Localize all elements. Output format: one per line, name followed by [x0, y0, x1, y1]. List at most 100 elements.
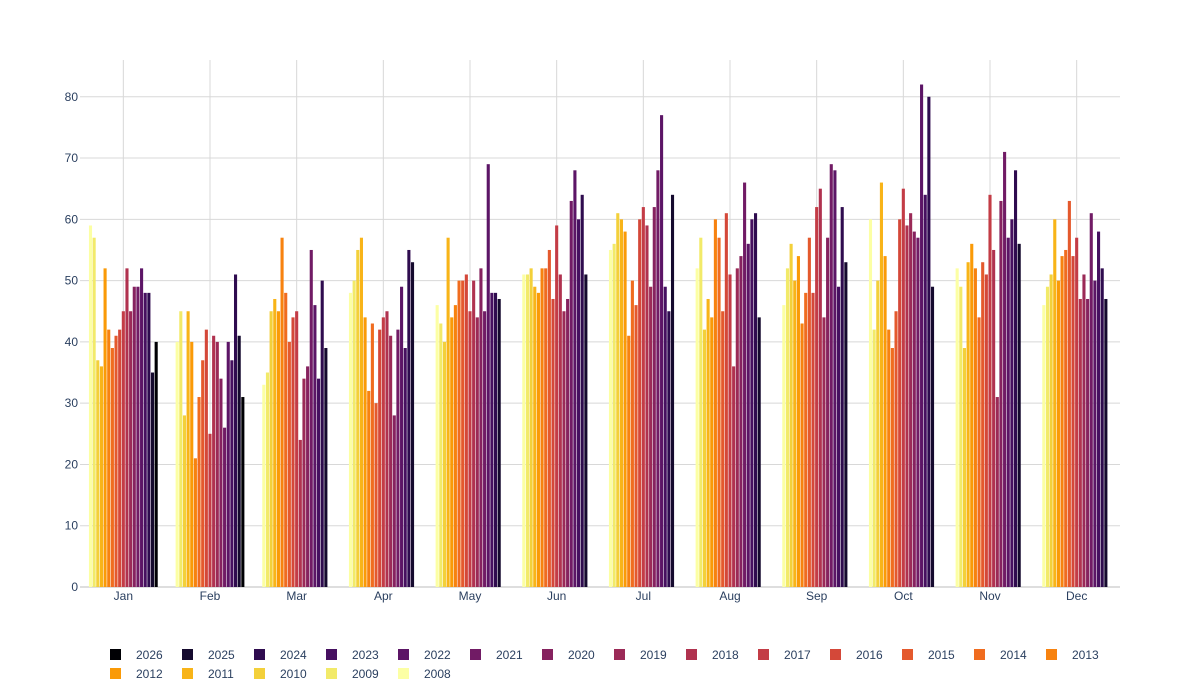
bar-2015-oct [894, 311, 898, 587]
y-tick-label: 10 [65, 519, 79, 533]
bar-2021-oct [916, 237, 920, 588]
bar-2021-may [483, 311, 487, 587]
legend-swatch [542, 649, 553, 660]
x-tick-label: Mar [286, 589, 307, 603]
bar-2019-nov [995, 397, 999, 587]
bar-2019-apr [389, 335, 393, 587]
bar-2016-mar [291, 317, 295, 587]
bar-2024-oct [927, 96, 931, 587]
bar-2015-nov [981, 262, 985, 587]
bar-2010-feb [182, 415, 187, 587]
bar-2022-sep [833, 170, 837, 588]
bar-2010-jun [529, 268, 533, 587]
bar-2010-apr [356, 249, 360, 587]
bar-2021-sep [829, 164, 833, 587]
legend-swatch [614, 649, 625, 660]
bar-2014-feb [197, 397, 201, 587]
bar-2021-feb [223, 427, 227, 587]
bar-2019-jun [562, 311, 566, 587]
bar-2023-apr [403, 348, 407, 587]
legend-item-2023: 2023 [326, 648, 379, 662]
bar-2008-sep [782, 305, 786, 587]
bar-2011-may [446, 237, 450, 588]
bar-2024-mar [320, 280, 324, 587]
legend-item-2021: 2021 [470, 648, 523, 662]
y-tick-label: 50 [65, 274, 79, 288]
legend-swatch [686, 649, 697, 660]
bar-2013-jul [627, 335, 631, 587]
legend-swatch [830, 649, 841, 660]
x-tick-label: Sep [806, 589, 828, 603]
legend-label: 2008 [424, 667, 451, 681]
bar-2025-apr [410, 262, 415, 587]
bar-2021-aug [743, 182, 747, 587]
bar-2014-jun [544, 268, 548, 587]
legend-label: 2020 [568, 648, 595, 662]
bar-2020-jun [566, 298, 570, 587]
legend-label: 2014 [1000, 648, 1027, 662]
bar-2013-nov [973, 268, 977, 587]
legend-item-2013: 2013 [1046, 648, 1099, 662]
bar-2025-may [497, 298, 501, 587]
legend-label: 2018 [712, 648, 739, 662]
bar-2024-jun [580, 194, 584, 587]
bar-2021-jan [136, 286, 140, 587]
bar-2020-aug [739, 256, 743, 587]
legend-swatch [110, 649, 121, 660]
bar-2015-jun [547, 249, 551, 587]
bar-2016-dec [1071, 256, 1075, 587]
bar-2008-aug [695, 268, 699, 587]
legend-label: 2015 [928, 648, 955, 662]
bar-2024-jul [667, 311, 671, 587]
legend-label: 2023 [352, 648, 379, 662]
bar-2013-aug [713, 219, 717, 588]
legend-swatch [974, 649, 985, 660]
bar-2012-aug [710, 317, 714, 587]
bar-2024-jan [147, 292, 151, 587]
bar-2016-jul [638, 219, 642, 588]
bar-2019-mar [302, 378, 306, 587]
bar-2008-apr [348, 292, 353, 587]
legend-swatch [902, 649, 913, 660]
bar-2023-feb [230, 360, 234, 587]
bar-2008-may [435, 305, 439, 587]
bar-2025-jan [150, 372, 155, 587]
bar-2010-nov [962, 348, 967, 587]
bar-2011-apr [359, 237, 363, 588]
legend-label: 2010 [280, 667, 307, 681]
bar-2015-feb [201, 360, 205, 587]
bar-2013-oct [887, 329, 891, 587]
bar-2008-oct [868, 219, 873, 588]
y-tick-label: 40 [65, 335, 79, 349]
x-tick-label: Jan [114, 589, 133, 603]
bar-2019-sep [822, 317, 826, 587]
bar-2014-mar [284, 292, 288, 587]
bar-2009-jul [612, 243, 616, 587]
bar-2016-nov [984, 274, 988, 587]
bar-2011-dec [1053, 219, 1057, 588]
bar-2008-nov [955, 268, 959, 587]
legend-swatch [1046, 649, 1057, 660]
bar-2019-jan [129, 311, 133, 587]
bar-2012-mar [276, 311, 280, 587]
legend-swatch [182, 649, 193, 660]
bar-2015-dec [1067, 200, 1071, 587]
bar-2012-apr [363, 317, 367, 587]
bar-2013-apr [367, 390, 371, 587]
bar-2016-sep [811, 292, 815, 587]
bar-2016-feb [204, 329, 208, 587]
bar-2013-dec [1060, 256, 1064, 587]
bar-2012-may [450, 317, 454, 587]
legend-item-2019: 2019 [614, 648, 667, 662]
legend-item-2017: 2017 [758, 648, 811, 662]
bar-2024-nov [1013, 170, 1018, 588]
bar-2022-apr [400, 286, 404, 587]
bar-2014-dec [1064, 249, 1068, 587]
bar-2026-jan [154, 341, 158, 587]
bar-2009-feb [179, 311, 183, 587]
x-tick-label: Feb [200, 589, 221, 603]
legend-label: 2021 [496, 648, 523, 662]
y-tick-label: 80 [65, 90, 79, 104]
bar-2018-sep [818, 188, 822, 588]
bar-2024-sep [840, 207, 844, 587]
